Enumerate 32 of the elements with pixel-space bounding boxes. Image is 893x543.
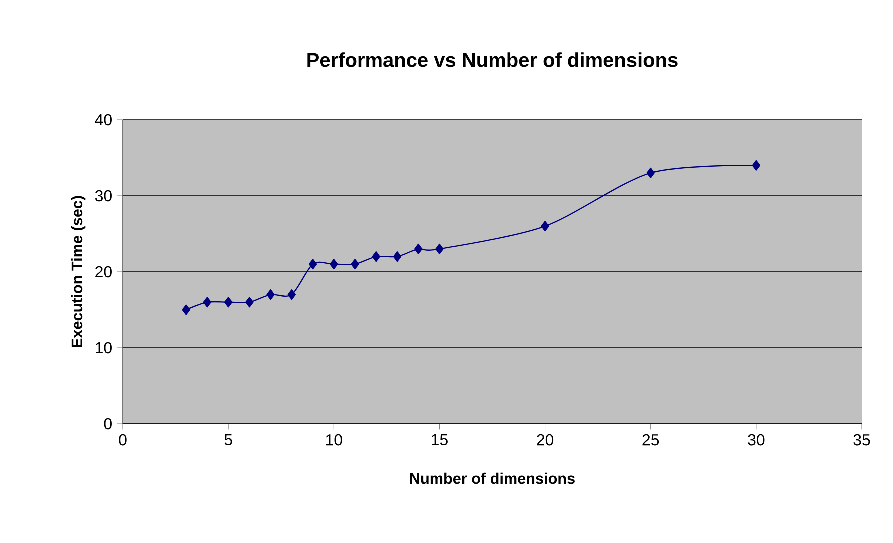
point [266, 290, 275, 300]
point [414, 244, 423, 254]
y-tick-label: 30 [95, 190, 112, 202]
x-tick-label: 5 [224, 434, 232, 446]
x-tick-label: 0 [119, 434, 127, 446]
x-axis-title: Number of dimensions [410, 472, 575, 484]
point [393, 252, 402, 262]
point [351, 259, 360, 270]
y-tick-label: 40 [95, 114, 112, 126]
point [246, 297, 254, 308]
y-tick-label: 20 [96, 266, 112, 278]
point [372, 252, 380, 262]
x-tick-label: 35 [854, 434, 870, 446]
y-tick-label: 10 [96, 342, 112, 354]
point [308, 259, 318, 270]
chart-title: Performance vs Number of dimensions [308, 52, 678, 68]
x-tick-label: 20 [537, 434, 554, 446]
point [752, 160, 761, 171]
y-tick-label: 0 [104, 418, 112, 430]
point [182, 304, 190, 316]
point [646, 168, 655, 178]
point [224, 297, 233, 308]
x-tick-label: 15 [432, 434, 448, 446]
point [330, 259, 338, 270]
point [436, 244, 444, 254]
point [288, 290, 296, 300]
point [541, 221, 550, 232]
x-tick-label: 25 [642, 434, 660, 446]
x-tick-label: 30 [748, 434, 765, 446]
y-axis-title: Execution Time (sec) [71, 196, 86, 348]
x-tick-label: 10 [326, 434, 342, 446]
point [203, 297, 212, 308]
